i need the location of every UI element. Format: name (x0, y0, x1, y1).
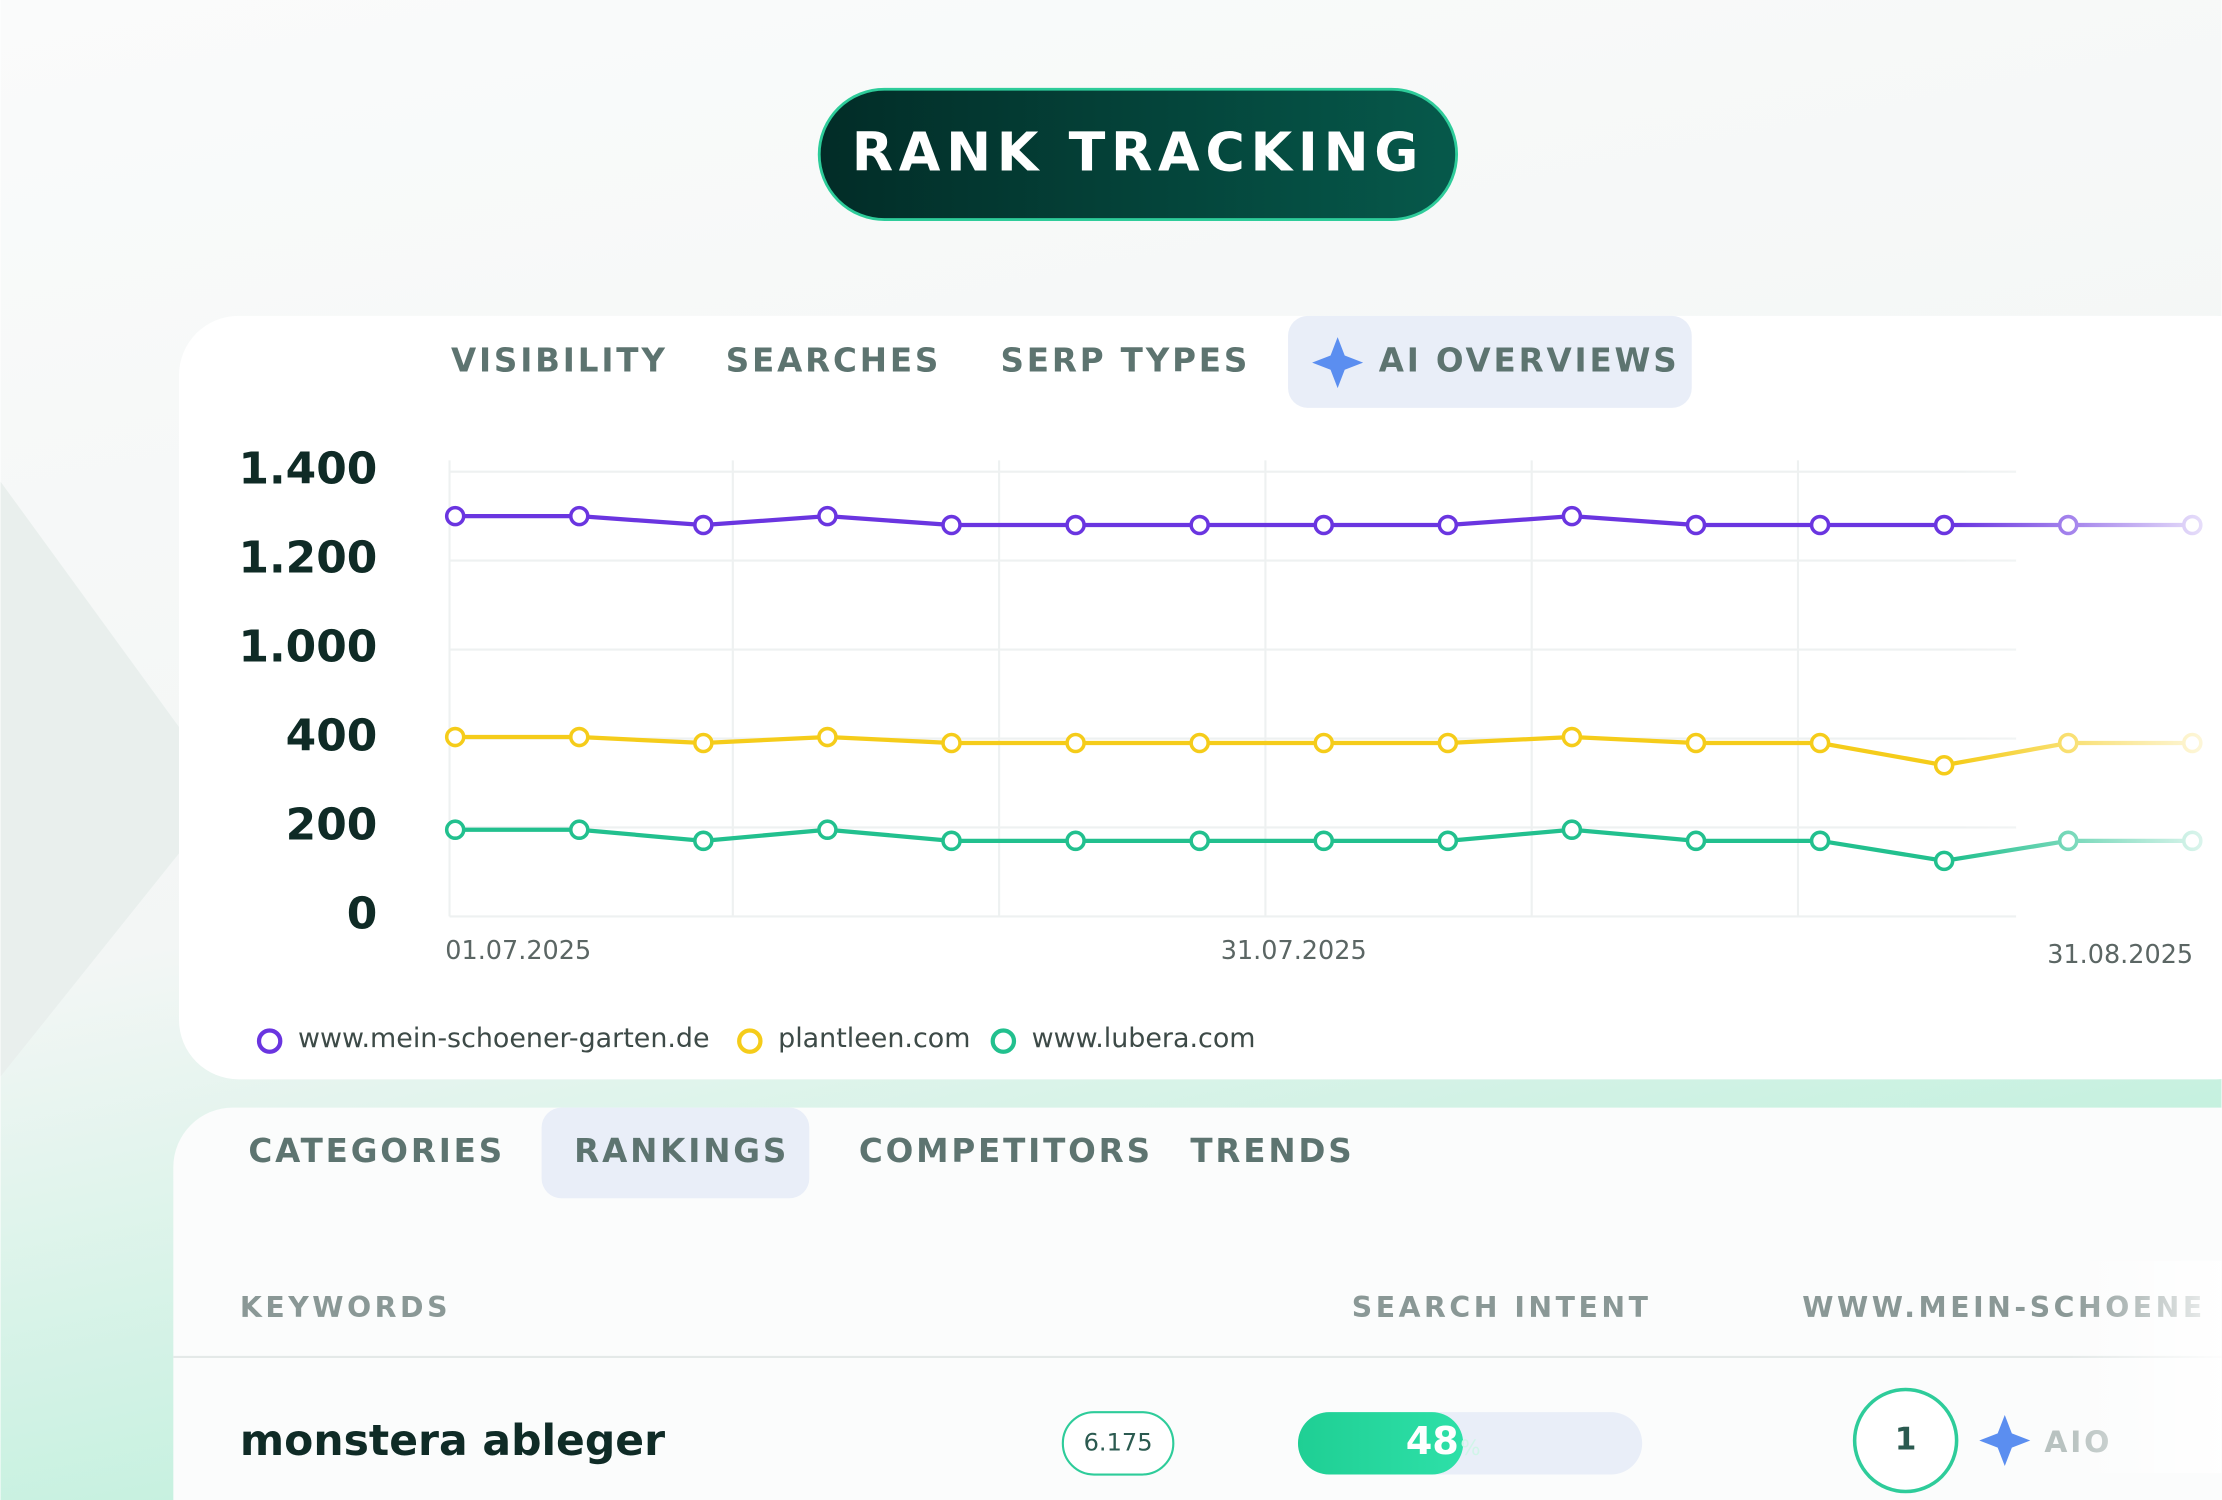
share-bar (1297, 1412, 1464, 1475)
point (1809, 514, 1831, 536)
share-unit: % (1460, 1436, 1480, 1461)
title-pill (817, 87, 1459, 221)
point (1933, 850, 1955, 872)
point (693, 732, 714, 754)
point (817, 726, 838, 748)
tab[interactable]: VISIBILITY (451, 342, 668, 380)
legend-label: plantleen.com (778, 1023, 970, 1054)
point (1313, 732, 1335, 754)
title: RANK TRACKING (852, 120, 1424, 183)
point (941, 732, 962, 754)
point (1685, 514, 1707, 536)
legend-label: www.mein-schoener-garten.de (298, 1023, 710, 1054)
y-tick-label: 0 (347, 888, 378, 939)
point (941, 514, 962, 536)
y-tick-label: 200 (286, 799, 378, 850)
active-tab (1288, 315, 1692, 408)
point (1437, 514, 1459, 536)
point (1685, 732, 1707, 754)
tab[interactable]: CATEGORIES (248, 1132, 505, 1170)
point (693, 514, 714, 536)
chart-card (179, 315, 2222, 1080)
point (444, 726, 466, 748)
x-tick-label: 31.07.2025 (1221, 936, 1367, 966)
point (817, 819, 838, 840)
legend-marker (737, 1028, 763, 1054)
point (1437, 830, 1459, 852)
y-tick-label: 400 (286, 711, 378, 762)
point (1933, 754, 1955, 776)
point (817, 505, 838, 527)
column-header: SEARCH INTENT (1352, 1291, 1652, 1324)
point (941, 830, 962, 852)
point (1313, 514, 1335, 536)
tab[interactable]: AI OVERVIEWS (1379, 342, 1680, 380)
y-tick-label: 1.400 (238, 444, 377, 495)
y-tick-label: 1.200 (238, 533, 377, 584)
point (1685, 830, 1707, 852)
point (1189, 830, 1210, 852)
point (444, 505, 466, 527)
point (1065, 514, 1086, 536)
point (1437, 732, 1459, 754)
table-card (173, 1107, 2222, 1500)
ai-icon (1312, 337, 1364, 389)
tab[interactable]: SEARCHES (726, 342, 941, 380)
point (569, 505, 590, 527)
fade (2068, 1260, 2222, 1474)
point (693, 830, 714, 852)
point (569, 726, 590, 748)
point (1933, 514, 1955, 536)
x-tick-label: 01.07.2025 (445, 936, 591, 966)
rank: 1 (1895, 1422, 1917, 1458)
tab[interactable]: TRENDS (1190, 1132, 1354, 1170)
point (444, 819, 466, 840)
point (1561, 505, 1583, 527)
x-tick-label: 31.08.2025 (2047, 940, 2193, 970)
tab[interactable]: SERP TYPES (1001, 342, 1251, 380)
tab[interactable]: COMPETITORS (859, 1132, 1153, 1170)
point (1189, 732, 1210, 754)
point (1065, 830, 1086, 852)
keyword: monstera ableger (240, 1417, 665, 1466)
point (1809, 830, 1831, 852)
point (1065, 732, 1086, 754)
legend-label: www.lubera.com (1032, 1023, 1256, 1054)
tab[interactable]: RANKINGS (574, 1132, 789, 1170)
point (1809, 732, 1831, 754)
y-tick-label: 1.000 (238, 622, 377, 673)
active-tab (541, 1107, 810, 1199)
volume-pill (1061, 1411, 1175, 1476)
volume: 6.175 (1084, 1428, 1153, 1456)
column-header: KEYWORDS (240, 1291, 451, 1324)
point (569, 819, 590, 840)
ai-icon (1979, 1415, 2031, 1467)
point (1561, 819, 1583, 840)
decor (0, 481, 228, 1077)
point (1189, 514, 1210, 536)
rank-ring (1852, 1387, 1959, 1494)
legend-marker (256, 1028, 283, 1054)
legend-marker (990, 1028, 1017, 1054)
point (1313, 830, 1335, 852)
fade (1955, 453, 2222, 879)
share: 48 (1406, 1420, 1459, 1464)
point (1561, 726, 1583, 748)
